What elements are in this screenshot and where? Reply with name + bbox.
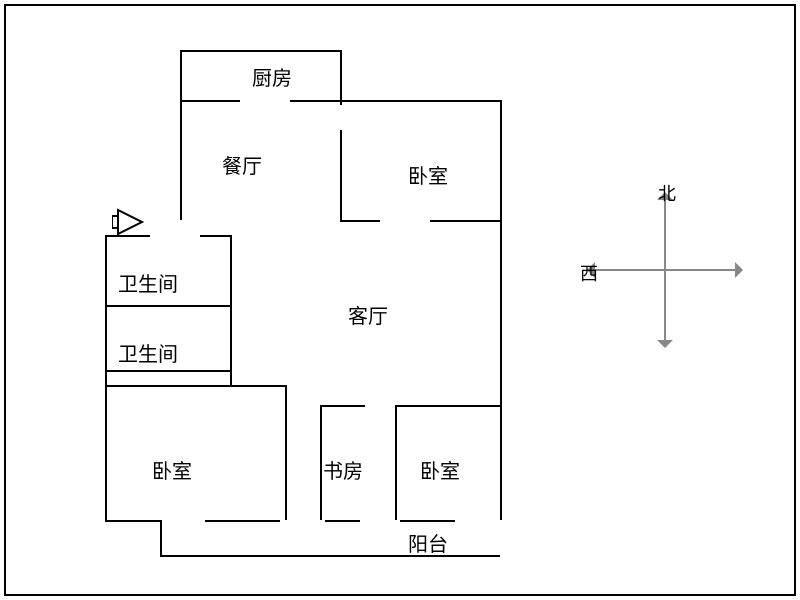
- compass-arrow-east-icon: [735, 262, 743, 278]
- floorplan-canvas: 厨房 餐厅 卧室 卫生间 卫生间 客厅 卧室 书房 卧室 阳台 北 西: [0, 0, 800, 600]
- wall-segment: [105, 370, 230, 372]
- label-bed-ne: 卧室: [408, 160, 448, 189]
- wall-segment: [430, 220, 500, 222]
- label-bath-upper: 卫生间: [118, 268, 178, 297]
- wall-segment: [200, 235, 230, 237]
- wall-segment: [180, 50, 182, 220]
- wall-segment: [340, 220, 380, 222]
- wall-segment: [105, 305, 230, 307]
- label-balcony: 阳台: [408, 528, 448, 557]
- wall-segment: [340, 50, 342, 105]
- wall-segment: [160, 520, 162, 555]
- wall-segment: [105, 385, 285, 387]
- label-bed-sw: 卧室: [152, 455, 192, 484]
- wall-segment: [500, 100, 502, 520]
- wall-segment: [395, 405, 397, 520]
- label-kitchen: 厨房: [252, 62, 292, 91]
- compass-arrow-south-icon: [657, 340, 673, 348]
- wall-segment: [230, 235, 232, 385]
- compass-label-north: 北: [658, 180, 676, 206]
- wall-segment: [290, 100, 500, 102]
- wall-segment: [400, 520, 455, 522]
- wall-segment: [320, 405, 365, 407]
- compass-axis-horizontal: [595, 269, 735, 271]
- wall-segment: [205, 520, 280, 522]
- label-bath-lower: 卫生间: [118, 338, 178, 367]
- label-study: 书房: [323, 455, 363, 484]
- wall-segment: [105, 235, 107, 520]
- entry-marker-icon: [112, 208, 144, 236]
- label-living: 客厅: [348, 300, 388, 329]
- wall-segment: [325, 520, 360, 522]
- wall-segment: [320, 405, 322, 520]
- wall-segment: [105, 520, 160, 522]
- page-frame: [4, 4, 796, 596]
- label-bed-se: 卧室: [420, 455, 460, 484]
- wall-segment: [180, 100, 240, 102]
- compass-label-west: 西: [580, 260, 598, 286]
- wall-segment: [340, 130, 342, 220]
- wall-segment: [395, 405, 500, 407]
- wall-segment: [160, 555, 500, 557]
- wall-segment: [285, 385, 287, 520]
- label-dining: 餐厅: [222, 150, 262, 179]
- wall-segment: [180, 50, 340, 52]
